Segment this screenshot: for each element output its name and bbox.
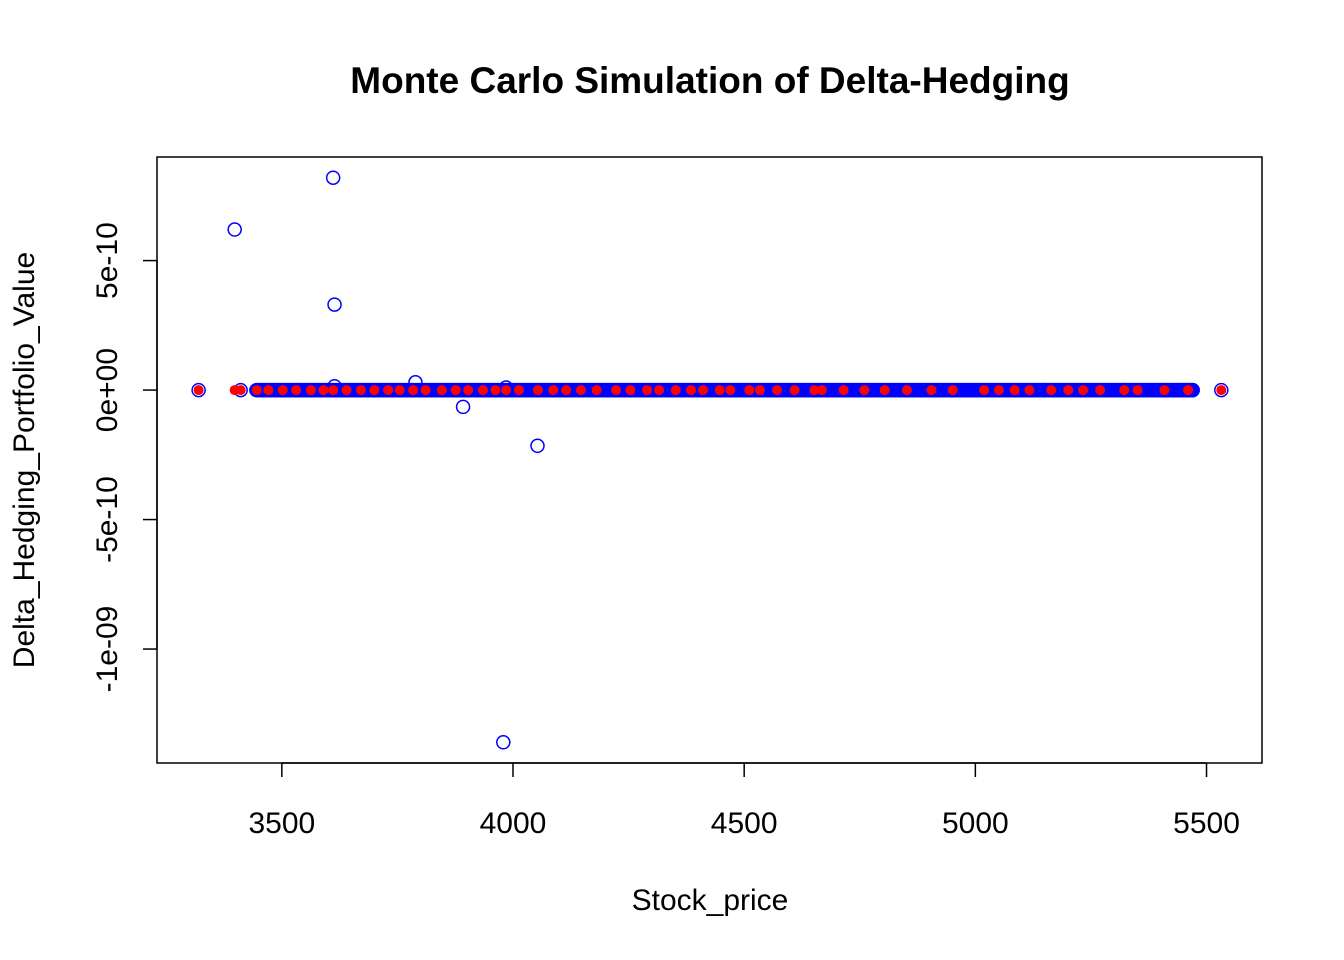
filled-point	[490, 385, 501, 396]
filled-point	[859, 385, 870, 396]
filled-point	[816, 385, 827, 396]
plot-frame	[156, 156, 1263, 764]
filled-point	[251, 385, 262, 396]
filled-point	[591, 385, 602, 396]
hollow-point	[1181, 382, 1197, 398]
filled-point	[1095, 385, 1106, 396]
filled-point	[1159, 385, 1170, 396]
filled-point	[328, 385, 339, 396]
hollow-point	[191, 382, 206, 398]
filled-point	[901, 385, 912, 396]
filled-point	[1009, 385, 1020, 396]
filled-point	[1024, 385, 1035, 396]
filled-point	[686, 385, 697, 396]
filled-point	[993, 385, 1004, 396]
hollow-point	[1214, 382, 1229, 398]
filled-point	[394, 385, 405, 396]
filled-point	[1183, 385, 1194, 396]
filled-point	[772, 385, 783, 396]
y-tick-label: 5e-10	[91, 222, 124, 299]
filled-point	[436, 385, 447, 396]
filled-point	[341, 385, 352, 396]
hollow-point	[289, 382, 304, 398]
y-tick-label: -1e-09	[91, 606, 124, 693]
filled-point	[235, 385, 246, 396]
y-tick-label: -5e-10	[91, 476, 124, 563]
hollow-point	[1116, 382, 1131, 398]
hollow-outlier-point	[327, 297, 342, 312]
filled-point	[305, 385, 316, 396]
y-axis: -1e-09 -5e-10 0e+00 5e-10	[91, 222, 158, 693]
filled-point	[561, 385, 572, 396]
filled-point	[838, 385, 849, 396]
filled-point	[501, 385, 512, 396]
filled-point	[1216, 385, 1227, 396]
x-tick-label: 3500	[248, 807, 315, 840]
hollow-outlier-point	[227, 222, 242, 237]
filled-point	[1132, 385, 1143, 396]
filled-point	[355, 385, 366, 396]
hollow-outlier-point	[530, 438, 545, 454]
filled-point	[714, 385, 725, 396]
filled-point	[477, 385, 488, 396]
filled-point	[670, 385, 681, 396]
filled-point	[1063, 385, 1074, 396]
filled-point	[420, 385, 431, 396]
x-tick-label: 5500	[1173, 807, 1240, 840]
filled-point	[698, 385, 709, 396]
filled-point	[744, 385, 755, 396]
filled-point	[263, 385, 274, 396]
filled-point	[754, 385, 765, 396]
x-tick-label: 4500	[711, 807, 778, 840]
filled-point	[193, 385, 204, 396]
filled-point	[879, 385, 890, 396]
filled-point	[291, 385, 302, 396]
y-axis-label: Delta_Hedging_Portfolio_Value	[8, 252, 41, 668]
filled-point	[789, 385, 800, 396]
filled-point	[809, 385, 820, 396]
filled-point	[642, 385, 653, 396]
filled-point	[979, 385, 990, 396]
y-tick-label: 0e+00	[91, 348, 124, 432]
hollow-outlier-point	[325, 170, 341, 185]
filled-point	[1078, 385, 1089, 396]
x-axis: 3500 4000 4500 5000 5500	[248, 762, 1240, 840]
filled-point	[383, 385, 394, 396]
filled-point	[450, 385, 461, 396]
x-tick-label: 5000	[942, 807, 1009, 840]
filled-point	[725, 385, 736, 396]
filled-point	[532, 385, 543, 396]
hollow-point	[1157, 382, 1173, 398]
filled-point	[514, 385, 525, 396]
filled-point	[947, 385, 958, 396]
filled-point	[654, 385, 665, 396]
filled-point	[463, 385, 474, 396]
x-tick-label: 4000	[480, 807, 547, 840]
filled-point	[625, 385, 636, 396]
filled-point	[1046, 385, 1057, 396]
data-points	[191, 170, 1229, 750]
filled-point	[548, 385, 559, 396]
filled-point	[926, 385, 937, 396]
x-axis-label: Stock_price	[632, 884, 789, 917]
filled-point	[611, 385, 622, 396]
filled-point	[575, 385, 586, 396]
filled-point	[1119, 385, 1130, 396]
chart-title: Monte Carlo Simulation of Delta-Hedging	[350, 60, 1069, 101]
hollow-outlier-point	[496, 735, 511, 750]
hollow-outlier-point	[455, 399, 471, 415]
filled-point	[277, 385, 288, 396]
filled-point	[408, 385, 419, 396]
filled-point	[369, 385, 380, 396]
filled-point	[318, 385, 329, 396]
